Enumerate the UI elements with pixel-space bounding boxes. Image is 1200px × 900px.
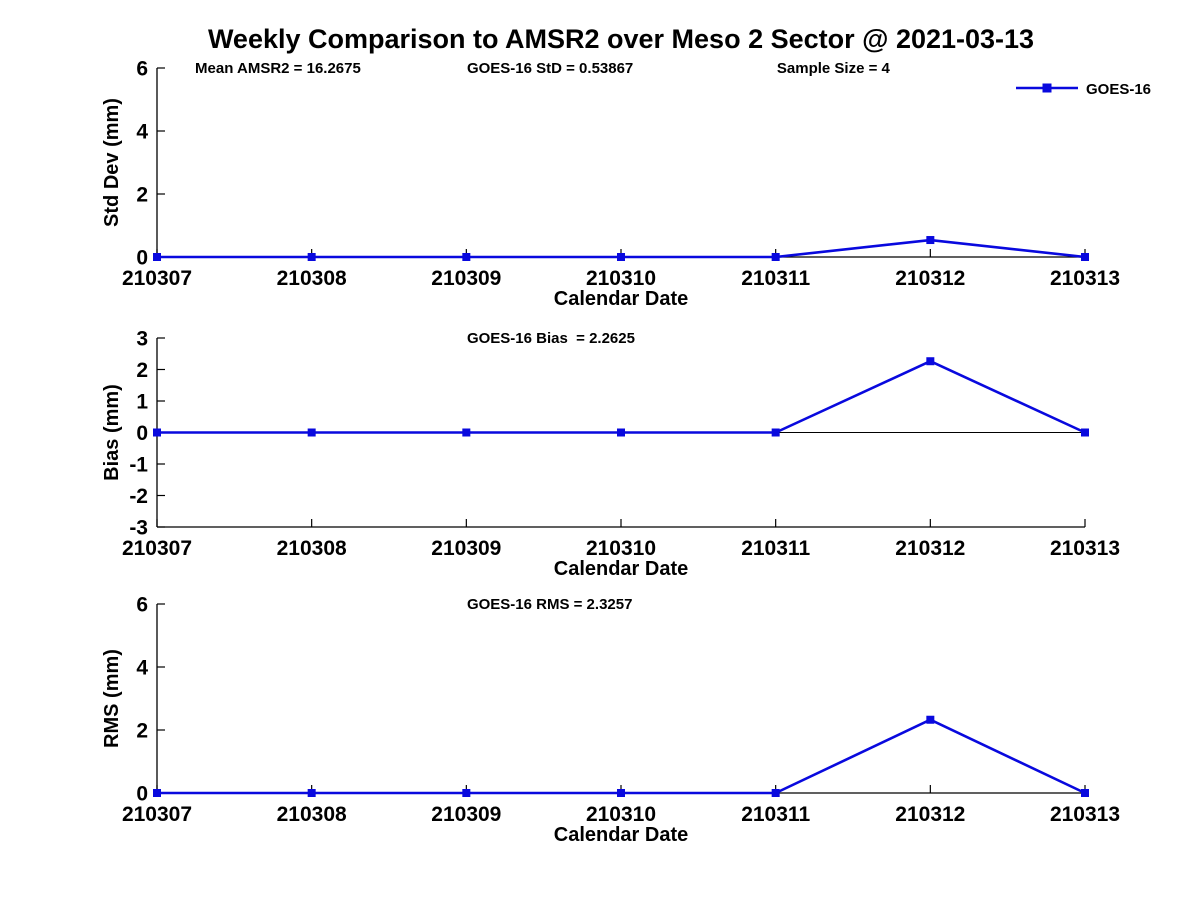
x-tick-label: 210312 [895, 267, 965, 290]
series-marker [153, 789, 161, 797]
x-tick-label: 210312 [895, 803, 965, 826]
y-tick-label: 4 [136, 121, 148, 144]
x-tick-label: 210307 [122, 267, 192, 290]
series-marker [1081, 253, 1089, 261]
y-tick-label: 3 [136, 328, 148, 351]
y-tick-label: 1 [136, 391, 148, 414]
x-tick-label: 210307 [122, 537, 192, 560]
series-marker [1081, 428, 1089, 437]
annotation: GOES-16 StD = 0.53867 [467, 60, 633, 77]
subplot-rms-mm: 0 2 4 6 210307 210308 210309 210310 210311 210312… [101, 594, 1120, 847]
series-marker [462, 253, 471, 261]
x-tick-label: 210310 [586, 267, 656, 290]
x-tick-label: 210311 [741, 537, 810, 560]
series-marker [153, 253, 161, 261]
series-marker [617, 789, 625, 797]
series-marker [307, 428, 316, 437]
x-tick-label: 210309 [431, 803, 501, 826]
y-tick-label: 2 [136, 184, 148, 207]
y-tick-label: 6 [136, 58, 148, 81]
x-tick-label: 210311 [741, 803, 810, 826]
x-tick-label: 210308 [277, 537, 347, 560]
x-tick-label: 210307 [122, 803, 192, 826]
x-tick-label: 210310 [586, 803, 656, 826]
legend-marker [1042, 83, 1052, 93]
subplot-std-dev-mm: 0 2 4 6 210307 210308 210309 210310 210311 210312… [101, 58, 1151, 311]
legend: GOES-16 [1016, 81, 1151, 98]
annotation: Mean AMSR2 = 16.2675 [195, 60, 361, 77]
x-axis-label: Calendar Date [554, 558, 689, 580]
annotation: GOES-16 RMS = 2.3257 [467, 596, 633, 613]
y-tick-label: -1 [129, 454, 148, 477]
series-marker [1081, 789, 1089, 797]
x-tick-label: 210312 [895, 537, 965, 560]
y-tick-label: 0 [136, 783, 148, 806]
series-marker [617, 428, 625, 437]
annotation: Sample Size = 4 [777, 60, 891, 77]
x-tick-label: 210308 [277, 803, 347, 826]
series-marker [462, 428, 471, 437]
x-tick-label: 210313 [1050, 803, 1120, 826]
x-tick-label: 210309 [431, 267, 501, 290]
y-axis-label: Std Dev (mm) [101, 98, 123, 227]
y-tick-label: 2 [136, 359, 148, 382]
series-marker [926, 715, 935, 724]
y-tick-label: 2 [136, 720, 148, 743]
y-tick-label: 4 [136, 657, 148, 680]
y-axis-label: Bias (mm) [101, 384, 123, 481]
x-tick-label: 210311 [741, 267, 810, 290]
x-tick-label: 210310 [586, 537, 656, 560]
series-marker [617, 253, 625, 261]
y-tick-label: 0 [136, 422, 148, 445]
x-tick-label: 210313 [1050, 537, 1120, 560]
series-marker [771, 253, 780, 261]
x-tick-label: 210308 [277, 267, 347, 290]
y-tick-label: -3 [129, 517, 148, 540]
series-marker [153, 428, 161, 437]
x-axis-label: Calendar Date [554, 288, 689, 310]
series-marker [307, 253, 316, 261]
annotation: GOES-16 Bias = 2.2625 [467, 330, 635, 347]
series-marker [771, 789, 780, 797]
y-tick-label: 0 [136, 247, 148, 270]
legend-label: GOES-16 [1086, 81, 1151, 98]
x-axis-label: Calendar Date [554, 824, 689, 846]
y-tick-label: 6 [136, 594, 148, 617]
series-line [157, 359, 1086, 434]
subplot-bias-mm: -3 -2 -1 0 1 2 3 210307 210308 210309 210310 210311… [101, 328, 1120, 581]
series-marker [926, 236, 935, 245]
figure-title: Weekly Comparison to AMSR2 over Meso 2 S… [207, 24, 1035, 54]
series-marker [462, 789, 471, 797]
series-marker [771, 428, 780, 437]
y-tick-label: -2 [129, 485, 148, 508]
series-marker [307, 789, 316, 797]
x-tick-label: 210313 [1050, 267, 1120, 290]
series-marker [926, 357, 935, 366]
x-tick-label: 210309 [431, 537, 501, 560]
series-line [157, 718, 1086, 795]
y-axis-label: RMS (mm) [101, 649, 123, 748]
